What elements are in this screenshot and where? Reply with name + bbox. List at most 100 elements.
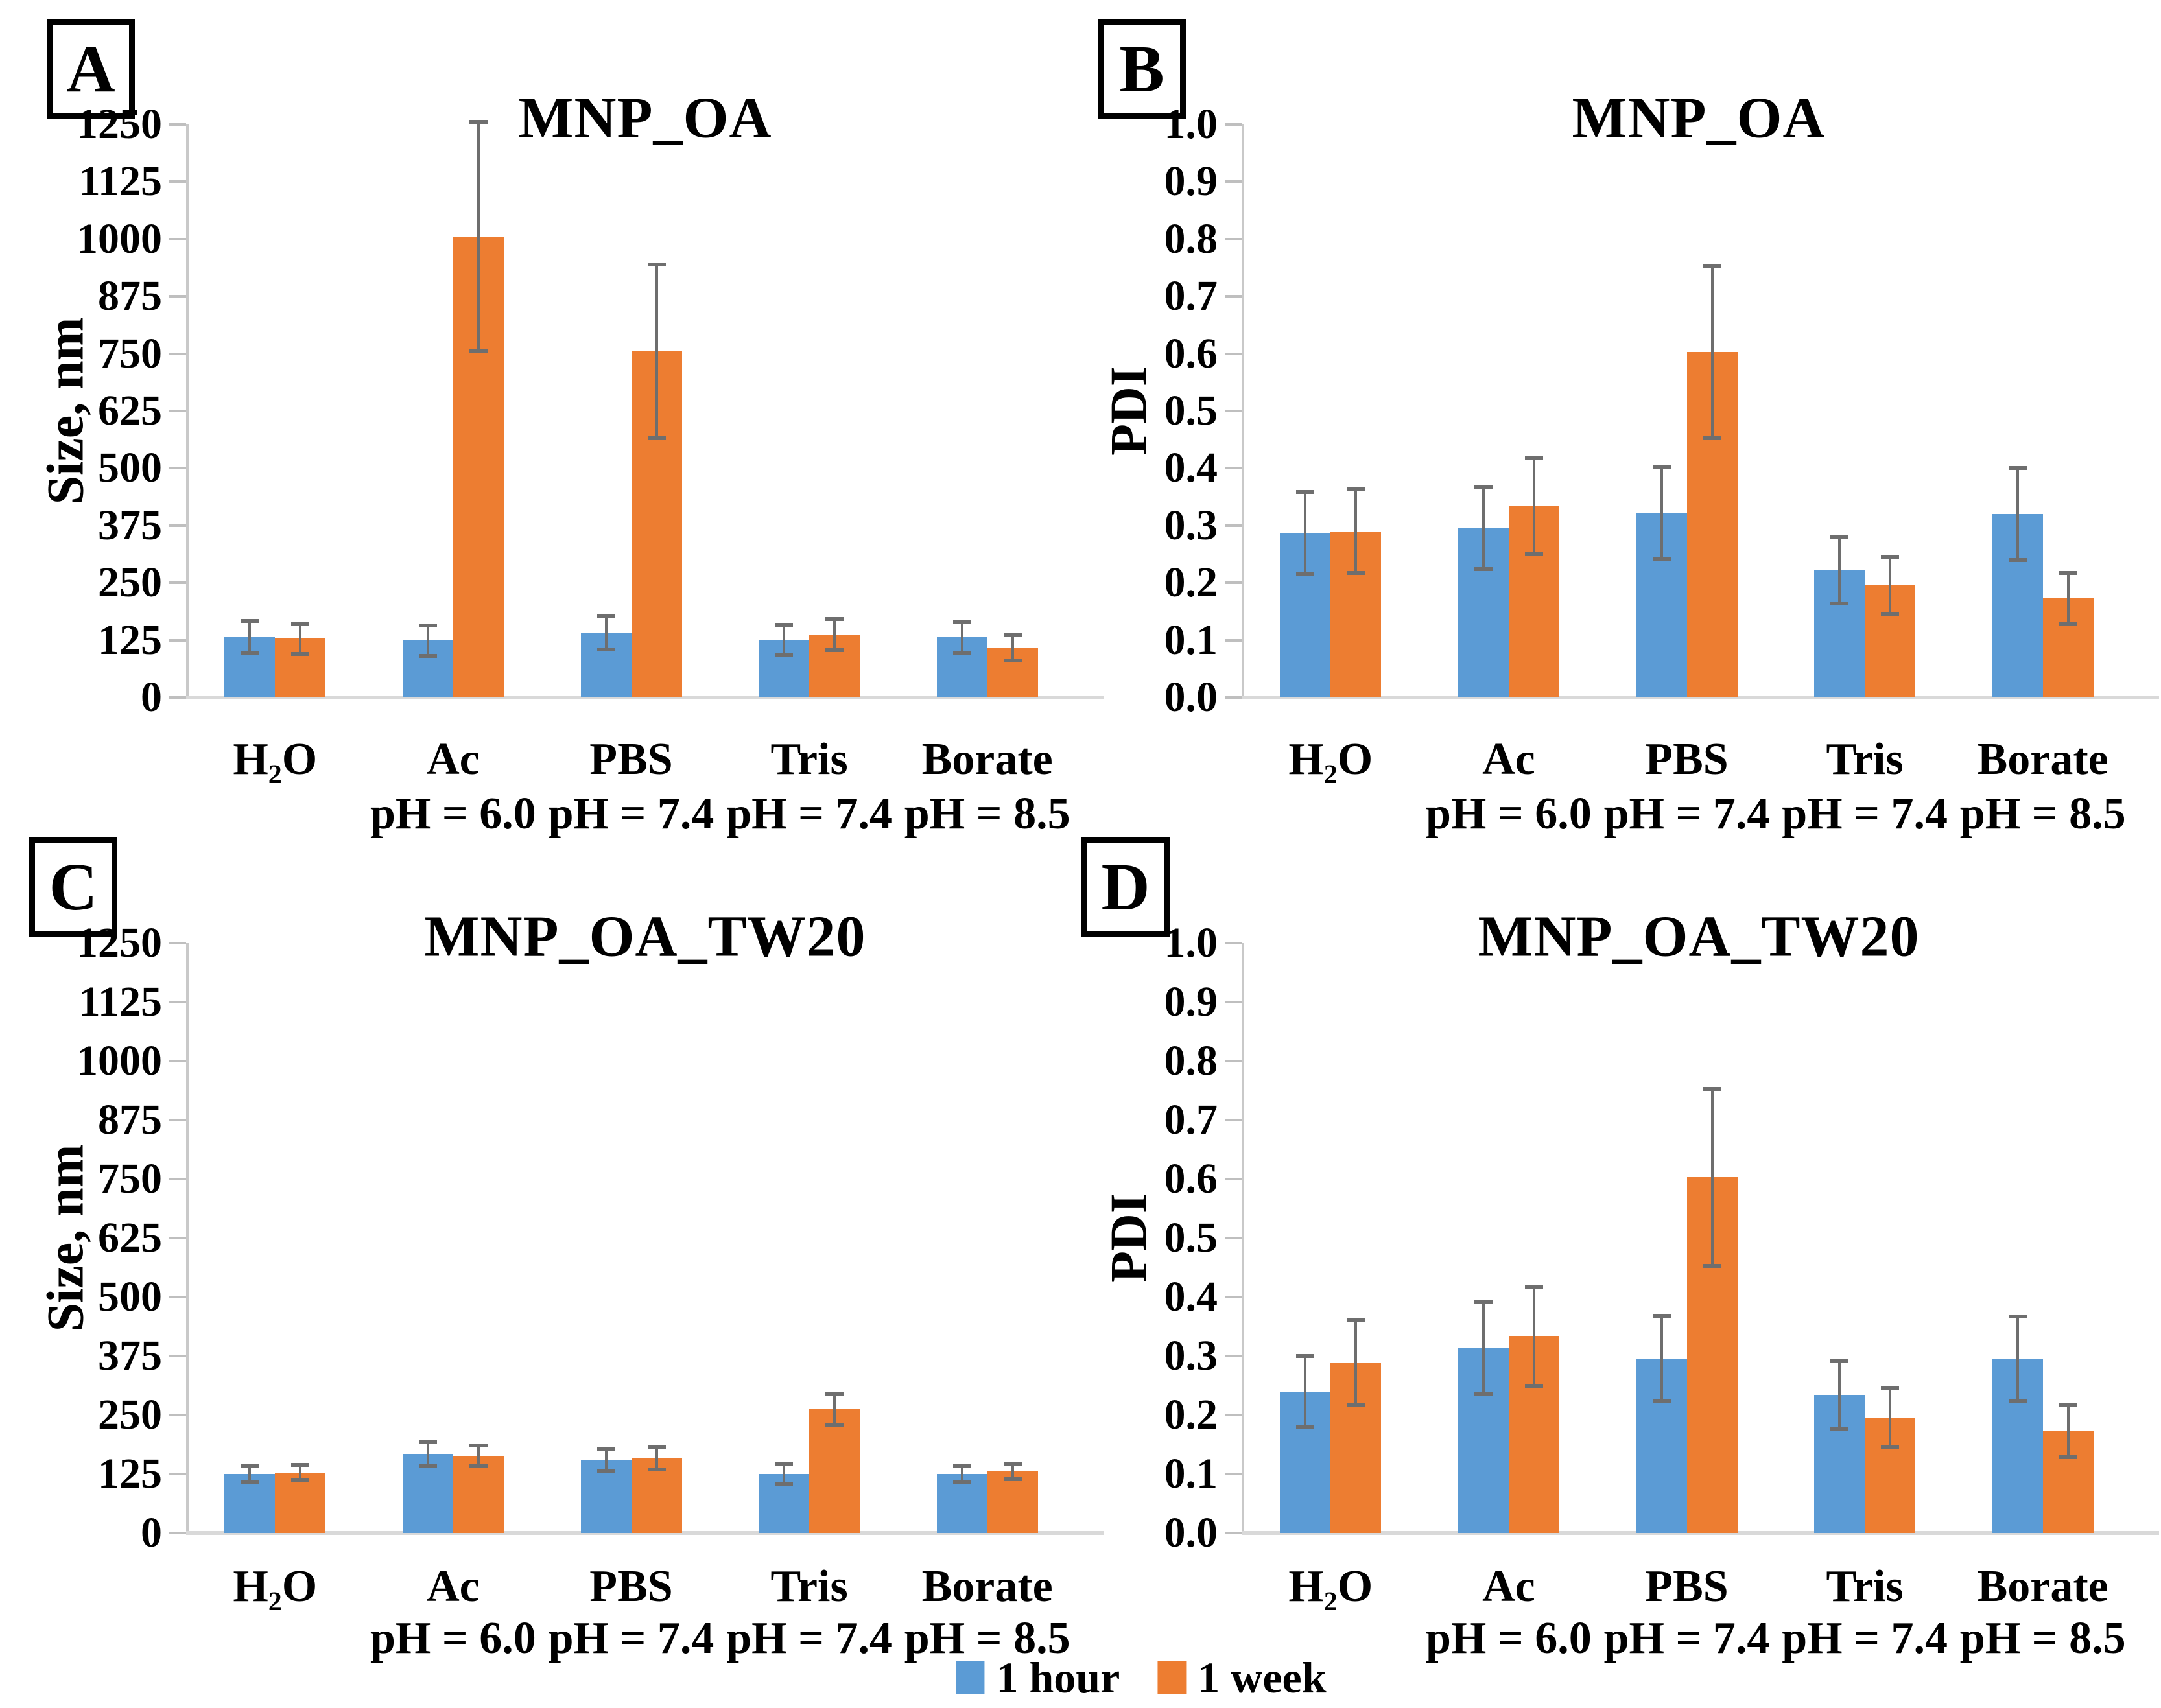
- error-bar-cap-bottom: [241, 651, 259, 655]
- error-bar-cap-bottom: [596, 1469, 615, 1473]
- error-bar-cap-bottom: [596, 648, 615, 652]
- y-tick-label: 500: [98, 444, 162, 492]
- y-tick-label: 750: [98, 329, 162, 377]
- error-bar-cap-bottom: [2059, 1455, 2077, 1459]
- bar-1hour: [936, 1474, 987, 1533]
- error-bar-line: [1889, 556, 1892, 614]
- y-tick-mark: [169, 1473, 186, 1475]
- panel-b-letter-box: B: [1098, 19, 1186, 119]
- error-bar-cap-bottom: [291, 1478, 310, 1482]
- error-bar-cap-bottom: [2008, 1399, 2027, 1404]
- y-tick-mark: [1225, 352, 1242, 355]
- y-tick-label: 375: [98, 1332, 162, 1379]
- error-bar-cap-bottom: [647, 1468, 666, 1472]
- error-bar-cap-top: [1652, 465, 1671, 469]
- y-tick-label: 1000: [77, 215, 162, 263]
- category-label-line1: PBS: [589, 734, 673, 784]
- y-axis-line: [1242, 124, 1244, 697]
- y-tick-label: 0.9: [1164, 978, 1218, 1025]
- category-label-line1: H₂O: [233, 1562, 318, 1611]
- panel-a-title: MNP_OA: [518, 86, 772, 150]
- error-bar-cap-top: [952, 1464, 971, 1469]
- category-label-line2: pH = 7.4: [548, 1613, 714, 1663]
- y-axis-line: [1242, 943, 1244, 1533]
- error-bar-cap-bottom: [418, 653, 437, 658]
- error-bar-cap-bottom: [647, 436, 666, 441]
- y-tick-label: 1250: [77, 919, 162, 966]
- error-bar-cap-top: [647, 262, 666, 266]
- error-bar-cap-top: [596, 614, 615, 618]
- error-bar-line: [1660, 1316, 1663, 1401]
- bar-1week: [275, 1472, 326, 1533]
- error-bar-cap-top: [1703, 264, 1721, 268]
- error-bar-line: [1354, 1319, 1358, 1406]
- error-bar-line: [655, 1447, 658, 1470]
- category-label-line2: pH = 6.0: [1426, 789, 1592, 839]
- error-bar-cap-bottom: [1652, 557, 1671, 561]
- y-axis-line: [186, 943, 189, 1533]
- y-tick-label: 0.1: [1164, 616, 1218, 664]
- error-bar-cap-top: [241, 1464, 259, 1468]
- category-label-line2: pH = 7.4: [1603, 789, 1770, 839]
- error-bar-line: [299, 1465, 302, 1480]
- bar-1week: [453, 1455, 504, 1533]
- y-tick-mark: [169, 1119, 186, 1121]
- error-bar-line: [960, 1466, 963, 1482]
- y-tick-mark: [169, 942, 186, 944]
- error-bar-cap-top: [775, 623, 794, 627]
- error-bar-cap-bottom: [825, 1423, 844, 1427]
- y-tick-label: 0.8: [1164, 1037, 1218, 1084]
- panel-a-letter-box: A: [47, 19, 135, 119]
- error-bar-cap-bottom: [1003, 658, 1022, 662]
- category-label-line1: PBS: [1645, 1562, 1729, 1611]
- y-tick-mark: [169, 1060, 186, 1062]
- error-bar-line: [1710, 1088, 1714, 1266]
- y-tick-mark: [169, 1355, 186, 1357]
- category-label-line2: pH = 7.4: [1782, 1613, 1948, 1663]
- category-label-line1: Tris: [770, 1562, 848, 1611]
- error-bar-line: [1354, 489, 1358, 574]
- error-bar-cap-top: [1524, 455, 1543, 460]
- y-tick-mark: [1225, 180, 1242, 183]
- error-bar-cap-bottom: [1881, 1445, 1900, 1449]
- error-bar-cap-top: [647, 1445, 666, 1449]
- error-bar-cap-top: [1296, 489, 1315, 494]
- category-label-line1: Tris: [1826, 1562, 1904, 1611]
- error-bar-cap-top: [469, 1443, 488, 1447]
- category-label-line2: pH = 6.0: [370, 1613, 536, 1663]
- error-bar-cap-bottom: [1003, 1477, 1022, 1481]
- error-bar-cap-top: [418, 1440, 437, 1444]
- y-tick-mark: [169, 1296, 186, 1298]
- y-tick-label: 375: [98, 501, 162, 549]
- error-bar-cap-top: [469, 120, 488, 124]
- category-label-line1: H₂O: [1288, 734, 1373, 784]
- y-tick-mark: [1225, 1296, 1242, 1298]
- panel-b-title: MNP_OA: [1572, 86, 1826, 150]
- error-bar-cap-top: [825, 617, 844, 622]
- error-bar-line: [1710, 266, 1714, 438]
- error-bar-line: [1482, 486, 1485, 569]
- error-bar-line: [477, 1445, 480, 1466]
- error-bar-cap-top: [1347, 487, 1365, 492]
- y-tick-label: 0.4: [1164, 1273, 1218, 1320]
- category-label-line1: Ac: [427, 1562, 480, 1611]
- y-tick-mark: [169, 696, 186, 699]
- y-tick-label: 0.3: [1164, 501, 1218, 549]
- error-bar-cap-top: [418, 623, 437, 627]
- error-bar-line: [1532, 457, 1535, 554]
- y-tick-label: 750: [98, 1155, 162, 1202]
- error-bar-cap-top: [1524, 1284, 1543, 1289]
- legend-label-1week: 1 week: [1198, 1653, 1327, 1702]
- category-label-line1: Borate: [921, 1562, 1053, 1611]
- y-tick-mark: [1225, 1532, 1242, 1534]
- category-label-line2: pH = 7.4: [1782, 789, 1948, 839]
- error-bar-cap-top: [1830, 535, 1849, 539]
- y-tick-mark: [1225, 1119, 1242, 1121]
- error-bar-line: [299, 624, 302, 654]
- error-bar-cap-bottom: [1296, 1425, 1315, 1429]
- y-tick-mark: [1225, 1060, 1242, 1062]
- category-label-line1: Borate: [1977, 734, 2108, 784]
- error-bar-cap-bottom: [1524, 1383, 1543, 1388]
- category-label-line2: pH = 7.4: [1603, 1613, 1770, 1663]
